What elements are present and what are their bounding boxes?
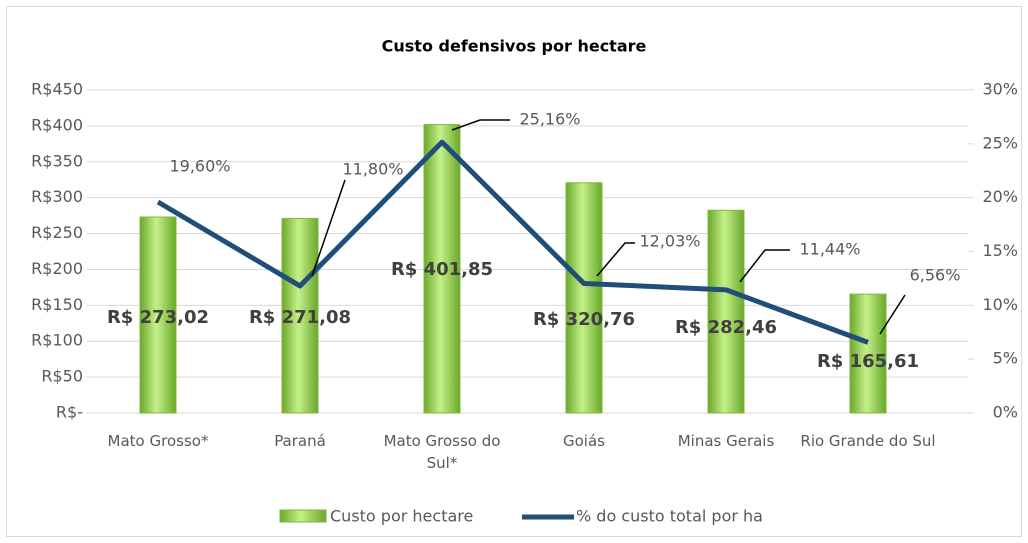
y-tick-label: R$450 [31, 80, 83, 99]
bar [281, 217, 319, 414]
x-tick-label: Mato Grosso* [107, 432, 209, 450]
leader-line [739, 249, 790, 283]
leader-line [596, 242, 635, 277]
y-tick-label: R$50 [41, 367, 83, 386]
bar-value-label: R$ 273,02 [107, 307, 209, 328]
line-value-label: 11,44% [799, 240, 860, 259]
legend-label: Custo por hectare [330, 507, 473, 526]
x-tick-label: Minas Gerais [677, 432, 775, 450]
legend-label: % do custo total por ha [576, 507, 763, 526]
bar [423, 124, 461, 414]
y2-tick-label: 25% [982, 133, 1018, 152]
y2-tick-label: 10% [982, 295, 1018, 314]
line-value-label: 12,03% [639, 232, 700, 251]
line [156, 139, 869, 345]
y-tick-label: R$300 [31, 187, 83, 206]
y2-tick-label: 5% [993, 349, 1018, 368]
y2-tick-label: 20% [982, 187, 1018, 206]
x-tick-label: Paraná [274, 432, 326, 450]
y-tick-label: R$150 [31, 295, 83, 314]
y-tick-label: R$400 [31, 115, 83, 134]
line-value-label: 11,80% [342, 160, 403, 179]
x-tick-label: Mato Grosso do Sul* [383, 432, 501, 472]
chart-title: Custo defensivos por hectare [382, 37, 647, 56]
y-tick-label: R$350 [31, 151, 83, 170]
bar [849, 293, 887, 414]
bar-value-label: R$ 282,46 [675, 317, 777, 338]
line-value-label: 25,16% [519, 110, 580, 129]
leader-line [311, 179, 346, 277]
leader-line [451, 119, 510, 131]
y2-tick-label: 30% [982, 80, 1018, 99]
bar [139, 216, 177, 414]
y2-tick-label: 15% [982, 241, 1018, 260]
y-tick-label: R$250 [31, 223, 83, 242]
y2-tick-label: 0% [993, 403, 1018, 422]
bar [565, 182, 603, 414]
bar-value-label: R$ 165,61 [817, 351, 919, 372]
line-value-label: 19,60% [169, 157, 230, 176]
y-tick-label: R$100 [31, 331, 83, 350]
bar-value-label: R$ 401,85 [391, 259, 493, 280]
legend-swatch [279, 509, 327, 523]
x-tick-label: Goiás [563, 432, 605, 450]
y-tick-label: R$- [56, 403, 83, 422]
leader-line [879, 294, 906, 335]
bar-value-label: R$ 271,08 [249, 307, 351, 328]
chart-border [6, 6, 1022, 537]
bar [707, 209, 745, 414]
line-value-label: 6,56% [910, 266, 961, 285]
bar-value-label: R$ 320,76 [533, 309, 635, 330]
y-tick-label: R$200 [31, 259, 83, 278]
x-tick-label: Rio Grande do Sul [800, 432, 936, 450]
